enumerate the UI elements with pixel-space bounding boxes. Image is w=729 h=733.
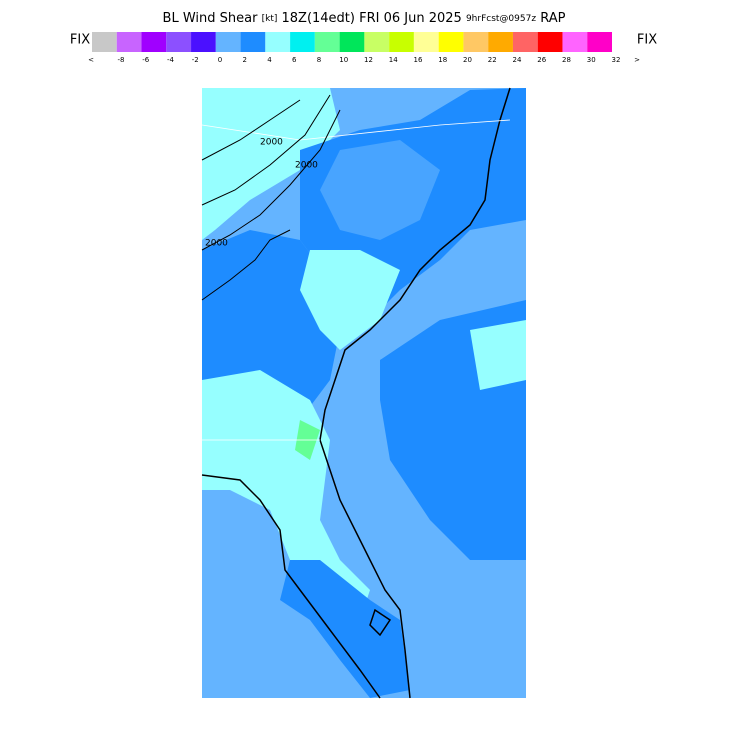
colorbar-label: -4 — [167, 56, 175, 64]
title-part: [kt] — [262, 14, 278, 24]
shear-region — [320, 140, 440, 240]
colorbar-box — [339, 32, 365, 52]
contour — [201, 229, 291, 301]
shear-region — [202, 370, 370, 620]
colorbar-label: 0 — [218, 56, 222, 64]
title-part: RAP — [540, 11, 565, 26]
colorbar: < -8 -6 -4 -2 0 2 4 6 8 10 12 14 16 18 20 22 24 26 28 30 32 > — [88, 32, 640, 64]
coastline — [201, 474, 381, 699]
colorbar-label: 22 — [488, 56, 497, 64]
lake — [369, 608, 392, 637]
colorbar-box — [587, 32, 612, 52]
colorbar-label: 28 — [562, 56, 571, 64]
colorbar-label: < — [88, 56, 94, 64]
colorbar-label: 26 — [537, 56, 546, 64]
colorbar-label: 12 — [364, 56, 373, 64]
colorbar-label: 14 — [389, 56, 398, 64]
colorbar-box — [537, 32, 563, 52]
colorbar-label: 4 — [267, 56, 272, 64]
title-part: 18Z(14edt) — [282, 11, 355, 26]
contour-label: 2000 — [260, 138, 283, 148]
contour-label: 2000 — [205, 239, 228, 249]
colorbar-label: 10 — [339, 56, 348, 64]
shear-region — [202, 495, 290, 580]
colorbar-box — [290, 32, 315, 52]
colorbar-box — [413, 32, 439, 52]
fix-label: FIX — [637, 33, 657, 48]
coastline — [319, 87, 511, 699]
colorbar-box — [314, 32, 340, 52]
colorbar-box — [191, 32, 216, 52]
shear-region — [300, 250, 400, 350]
colorbar-box — [116, 32, 142, 52]
map: 2000 2000 2000 — [201, 87, 526, 699]
colorbar-box — [141, 32, 167, 52]
contour — [201, 99, 301, 161]
colorbar-label: 18 — [438, 56, 447, 64]
contour — [201, 109, 341, 251]
colorbar-box — [512, 32, 538, 52]
shear-region — [470, 320, 526, 390]
colorbar-label: 6 — [292, 56, 297, 64]
colorbar-label: 32 — [612, 56, 621, 64]
contour — [201, 94, 331, 206]
colorbar-box — [488, 32, 513, 52]
colorbar-label: > — [634, 56, 640, 64]
colorbar-box — [265, 32, 291, 52]
colorbar-box — [562, 32, 588, 52]
colorbar-label: 20 — [463, 56, 472, 64]
colorbar-box — [240, 32, 266, 52]
colorbar-label: -6 — [142, 56, 150, 64]
colorbar-label: 24 — [513, 56, 522, 64]
contour-label: 2000 — [295, 161, 318, 171]
colorbar-box — [166, 32, 192, 52]
shear-region — [280, 560, 410, 698]
colorbar-box — [364, 32, 390, 52]
colorbar-label: 16 — [414, 56, 423, 64]
fix-label: FIX — [70, 33, 90, 48]
title-part: FRI 06 Jun 2025 — [359, 11, 462, 26]
colorbar-label: 2 — [243, 56, 247, 64]
colorbar-label: 8 — [317, 56, 321, 64]
colorbar-box — [92, 32, 117, 52]
colorbar-box — [389, 32, 414, 52]
title: BL Wind Shear [kt] 18Z(14edt) FRI 06 Jun… — [163, 11, 566, 26]
colorbar-label: -2 — [192, 56, 199, 64]
colorbar-label: 30 — [587, 56, 596, 64]
title-part: BL Wind Shear — [163, 11, 259, 26]
colorbar-label: -8 — [118, 56, 125, 64]
colorbar-box — [215, 32, 241, 52]
colorbar-box — [438, 32, 464, 52]
title-part: 9hrFcst@0957z — [466, 14, 536, 24]
colorbar-box — [463, 32, 489, 52]
